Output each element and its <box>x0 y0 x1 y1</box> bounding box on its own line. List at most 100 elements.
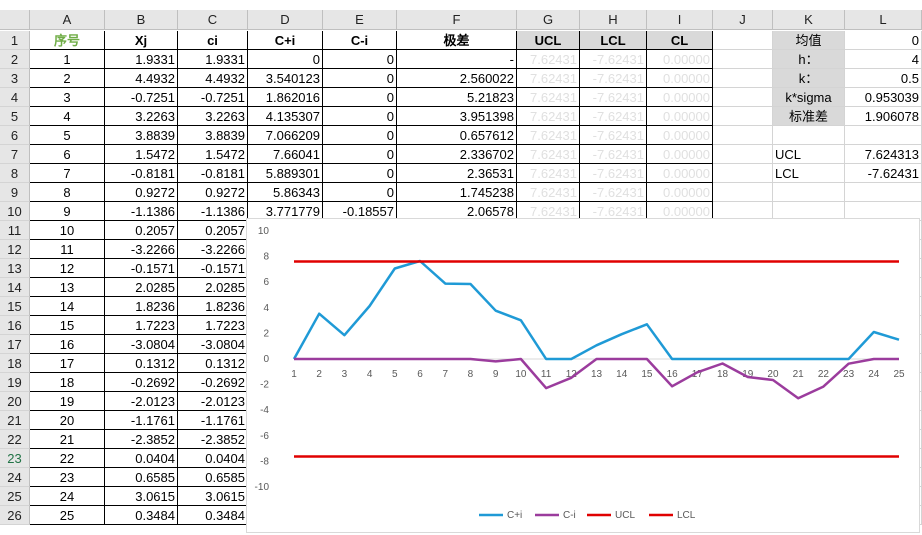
column-header-h[interactable]: H <box>580 10 647 30</box>
table-cell[interactable]: 1.8236 <box>178 297 248 316</box>
table-cell[interactable]: 0.00000 <box>647 145 713 164</box>
table-cell[interactable]: 0.00000 <box>647 88 713 107</box>
empty-cell-j[interactable] <box>713 50 773 69</box>
table-cell[interactable]: 17 <box>30 354 105 373</box>
table-cell[interactable]: 3.2263 <box>105 107 178 126</box>
table-cell[interactable]: 7.62431 <box>517 50 580 69</box>
table-cell[interactable]: 0.9272 <box>105 183 178 202</box>
table-cell[interactable]: 0 <box>323 145 397 164</box>
table-cell[interactable]: 0 <box>323 164 397 183</box>
column-header-c[interactable]: C <box>178 10 248 30</box>
table-cell[interactable]: 7.62431 <box>517 145 580 164</box>
table-cell[interactable]: -0.8181 <box>105 164 178 183</box>
table-cell[interactable]: 7.62431 <box>517 88 580 107</box>
column-header-j[interactable]: J <box>713 10 773 30</box>
table-cell[interactable]: -7.62431 <box>580 69 647 88</box>
column-header-d[interactable]: D <box>248 10 323 30</box>
header-cell-d[interactable]: C+i <box>248 31 323 50</box>
table-cell[interactable]: -1.1761 <box>105 411 178 430</box>
column-header-i[interactable]: I <box>647 10 713 30</box>
row-header-15[interactable]: 15 <box>0 297 30 316</box>
table-cell[interactable]: -3.0804 <box>105 335 178 354</box>
table-cell[interactable]: 5 <box>30 126 105 145</box>
table-cell[interactable]: 2.336702 <box>397 145 517 164</box>
param-label[interactable]: k*sigma <box>773 88 845 107</box>
empty-cell-j[interactable] <box>713 107 773 126</box>
column-header-a[interactable]: A <box>30 10 105 30</box>
header-cell-h[interactable]: LCL <box>580 31 647 50</box>
table-cell[interactable]: 1.9331 <box>178 50 248 69</box>
row-header-4[interactable]: 4 <box>0 88 30 107</box>
table-cell[interactable]: 0.3484 <box>105 506 178 525</box>
row-header-8[interactable]: 8 <box>0 164 30 183</box>
table-cell[interactable]: -0.2692 <box>105 373 178 392</box>
table-cell[interactable]: -0.8181 <box>178 164 248 183</box>
table-cell[interactable]: -2.0123 <box>178 392 248 411</box>
column-header-b[interactable]: B <box>105 10 178 30</box>
table-cell[interactable]: 1.5472 <box>178 145 248 164</box>
row-header-3[interactable]: 3 <box>0 69 30 88</box>
table-cell[interactable]: 2.560022 <box>397 69 517 88</box>
row-header-2[interactable]: 2 <box>0 50 30 69</box>
header-cell-i[interactable]: CL <box>647 31 713 50</box>
table-cell[interactable]: 0.1312 <box>178 354 248 373</box>
table-cell[interactable]: 2.0285 <box>105 278 178 297</box>
table-cell[interactable]: 25 <box>30 506 105 525</box>
table-cell[interactable]: -1.1386 <box>178 202 248 221</box>
param-label[interactable]: 标准差 <box>773 107 845 126</box>
table-cell[interactable]: 1.7223 <box>105 316 178 335</box>
table-cell[interactable]: -7.62431 <box>580 183 647 202</box>
table-cell[interactable]: 7.62431 <box>517 183 580 202</box>
table-cell[interactable]: 15 <box>30 316 105 335</box>
table-cell[interactable]: 20 <box>30 411 105 430</box>
table-cell[interactable]: 4.135307 <box>248 107 323 126</box>
table-cell[interactable]: 13 <box>30 278 105 297</box>
param-value[interactable]: 0.5 <box>845 69 922 88</box>
empty-cell[interactable] <box>773 126 845 145</box>
row-header-26[interactable]: 26 <box>0 506 30 525</box>
empty-cell-j[interactable] <box>713 31 773 50</box>
param-value[interactable]: 0 <box>845 31 922 50</box>
table-cell[interactable]: 9 <box>30 202 105 221</box>
empty-cell[interactable] <box>845 183 922 202</box>
table-cell[interactable]: 7.62431 <box>517 126 580 145</box>
empty-cell-j[interactable] <box>713 183 773 202</box>
table-cell[interactable]: 3.0615 <box>178 487 248 506</box>
param-value[interactable]: 4 <box>845 50 922 69</box>
table-cell[interactable]: 3.8839 <box>178 126 248 145</box>
row-header-13[interactable]: 13 <box>0 259 30 278</box>
table-cell[interactable]: 0.2057 <box>105 221 178 240</box>
empty-cell[interactable] <box>773 183 845 202</box>
row-header-17[interactable]: 17 <box>0 335 30 354</box>
empty-cell-j[interactable] <box>713 164 773 183</box>
table-cell[interactable]: -7.62431 <box>580 164 647 183</box>
table-cell[interactable]: 16 <box>30 335 105 354</box>
table-cell[interactable]: 10 <box>30 221 105 240</box>
table-cell[interactable]: 2.0285 <box>178 278 248 297</box>
column-header-k[interactable]: K <box>773 10 845 30</box>
table-cell[interactable]: -3.2266 <box>178 240 248 259</box>
row-header-22[interactable]: 22 <box>0 430 30 449</box>
row-header-6[interactable]: 6 <box>0 126 30 145</box>
table-cell[interactable]: -1.1761 <box>178 411 248 430</box>
row-header-24[interactable]: 24 <box>0 468 30 487</box>
table-cell[interactable]: 3 <box>30 88 105 107</box>
header-cell-b[interactable]: Xj <box>105 31 178 50</box>
table-cell[interactable]: -2.3852 <box>178 430 248 449</box>
table-cell[interactable]: 18 <box>30 373 105 392</box>
limit-label[interactable]: UCL <box>773 145 845 164</box>
empty-cell-j[interactable] <box>713 69 773 88</box>
table-cell[interactable]: 0.3484 <box>178 506 248 525</box>
header-cell-e[interactable]: C-i <box>323 31 397 50</box>
row-header-12[interactable]: 12 <box>0 240 30 259</box>
table-cell[interactable]: 5.21823 <box>397 88 517 107</box>
table-cell[interactable]: 7.62431 <box>517 69 580 88</box>
table-cell[interactable]: 7.62431 <box>517 164 580 183</box>
row-header-7[interactable]: 7 <box>0 145 30 164</box>
table-cell[interactable]: 0.6585 <box>178 468 248 487</box>
table-cell[interactable]: -0.7251 <box>105 88 178 107</box>
table-cell[interactable]: 14 <box>30 297 105 316</box>
column-header-f[interactable]: F <box>397 10 517 30</box>
table-cell[interactable]: 1.5472 <box>105 145 178 164</box>
header-cell-a[interactable]: 序号 <box>30 31 105 50</box>
